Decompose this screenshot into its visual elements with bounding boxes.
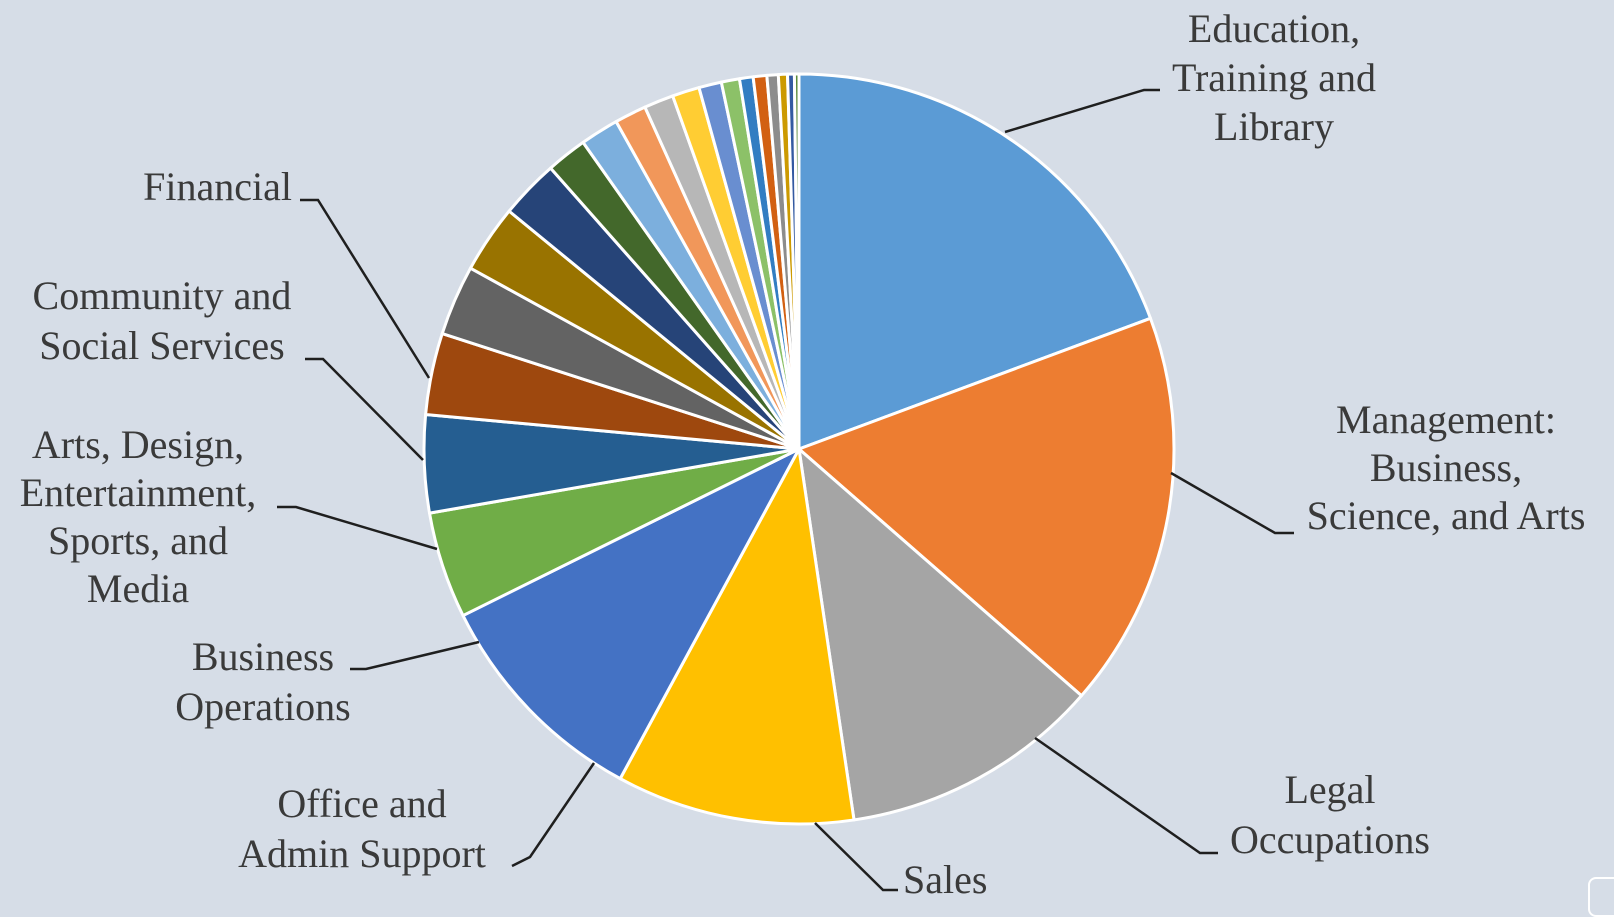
data-label-line: Sports, and: [48, 518, 228, 563]
data-label-line: Management:: [1336, 397, 1556, 442]
pie-slices: [422, 72, 1176, 826]
data-label-line: Sales: [903, 857, 987, 902]
data-label-line: Entertainment,: [20, 470, 257, 515]
data-label-line: Arts, Design,: [32, 422, 244, 467]
data-label-line: Operations: [175, 684, 351, 729]
data-label-line: Admin Support: [238, 831, 486, 876]
data-label-line: Training and: [1172, 55, 1376, 100]
data-label-line: Occupations: [1230, 817, 1430, 862]
data-label-8: Financial: [143, 164, 292, 209]
leader-line-5: [350, 640, 480, 671]
data-label-line: Business: [192, 634, 334, 679]
data-label-line: Legal: [1284, 767, 1375, 812]
pie-slice-0: [797, 72, 1152, 451]
data-label-7: Community and Social Services: [33, 273, 292, 368]
data-label-0: Education, Training and Library: [1172, 6, 1376, 149]
leader-line-8: [300, 198, 431, 379]
data-label-line: Science, and Arts: [1307, 493, 1586, 538]
data-label-line: Library: [1214, 104, 1334, 149]
pie-slice-1: [797, 316, 1176, 698]
pie-slice-3: [618, 447, 856, 826]
leader-lines: [277, 88, 1294, 892]
pie-slice-4: [461, 447, 801, 781]
data-label-6: Arts, Design, Entertainment, Sports, and Me…: [20, 422, 257, 611]
data-label-line: Financial: [143, 164, 292, 209]
leader-line-2: [1034, 736, 1218, 855]
data-labels: Education, Training and Library Management:…: [20, 6, 1586, 902]
data-label-line: Education,: [1188, 6, 1360, 51]
pie-slice-2: [797, 447, 1083, 822]
leader-line-3: [814, 822, 898, 892]
data-label-line: Media: [87, 566, 189, 611]
data-label-line: Business,: [1370, 445, 1522, 490]
leader-line-7: [305, 357, 424, 461]
data-label-5: Business Operations: [175, 634, 351, 729]
data-label-3: Sales: [903, 857, 987, 902]
leader-line-4: [511, 762, 596, 868]
data-label-line: Office and: [277, 781, 446, 826]
pie-slice-23: [792, 72, 801, 451]
data-label-4: Office and Admin Support: [238, 781, 486, 876]
leader-line-6: [277, 505, 438, 551]
data-label-line: Community and: [33, 273, 292, 318]
data-label-2: Legal Occupations: [1230, 767, 1430, 862]
data-label-1: Management: Business, Science, and Arts: [1307, 397, 1586, 538]
corner-resize-handle: [1588, 877, 1614, 917]
leader-line-0: [1004, 88, 1160, 134]
leader-line-1: [1170, 471, 1294, 535]
data-label-line: Social Services: [39, 323, 285, 368]
